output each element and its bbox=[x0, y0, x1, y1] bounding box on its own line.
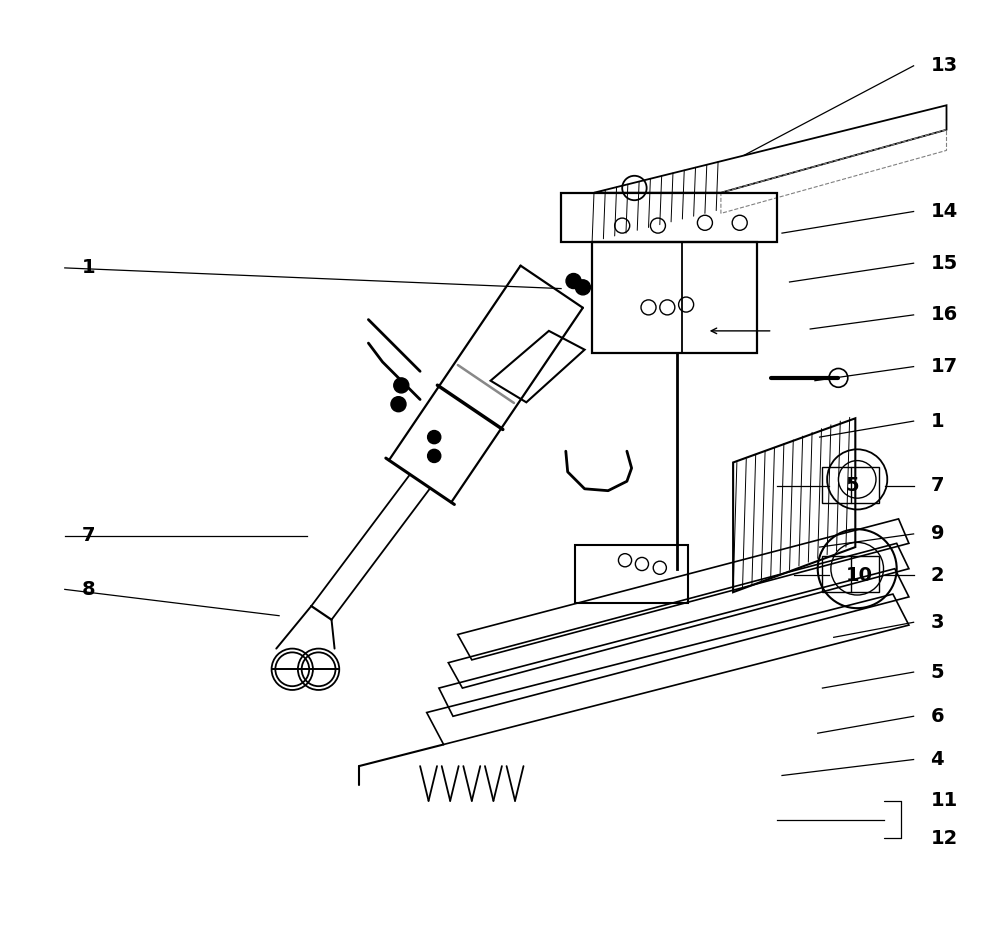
Text: 4: 4 bbox=[931, 750, 944, 769]
Bar bbox=[575, 545, 688, 603]
Bar bbox=[822, 467, 879, 503]
Circle shape bbox=[391, 397, 406, 412]
Text: 16: 16 bbox=[931, 306, 958, 324]
Text: 5: 5 bbox=[846, 477, 860, 495]
Text: 10: 10 bbox=[846, 566, 873, 585]
Circle shape bbox=[428, 431, 441, 444]
Text: 11: 11 bbox=[931, 791, 958, 810]
Text: 2: 2 bbox=[931, 566, 944, 585]
Text: 5: 5 bbox=[931, 663, 944, 682]
Bar bbox=[822, 556, 879, 592]
Text: 8: 8 bbox=[82, 580, 95, 599]
Text: 1: 1 bbox=[931, 412, 944, 431]
Text: 12: 12 bbox=[931, 829, 958, 848]
Text: 7: 7 bbox=[82, 526, 95, 545]
Text: 3: 3 bbox=[931, 613, 944, 632]
Text: 13: 13 bbox=[931, 56, 958, 75]
Text: 14: 14 bbox=[931, 202, 958, 221]
Bar bbox=[561, 193, 777, 242]
Bar bbox=[592, 242, 757, 352]
Circle shape bbox=[428, 449, 441, 462]
Text: 1: 1 bbox=[82, 258, 95, 277]
Circle shape bbox=[566, 274, 581, 289]
Text: 17: 17 bbox=[931, 357, 958, 376]
Text: 9: 9 bbox=[931, 525, 944, 543]
Text: 15: 15 bbox=[931, 254, 958, 273]
Text: 6: 6 bbox=[931, 707, 944, 726]
Circle shape bbox=[394, 378, 409, 393]
Circle shape bbox=[575, 280, 590, 295]
Text: 7: 7 bbox=[931, 477, 944, 495]
